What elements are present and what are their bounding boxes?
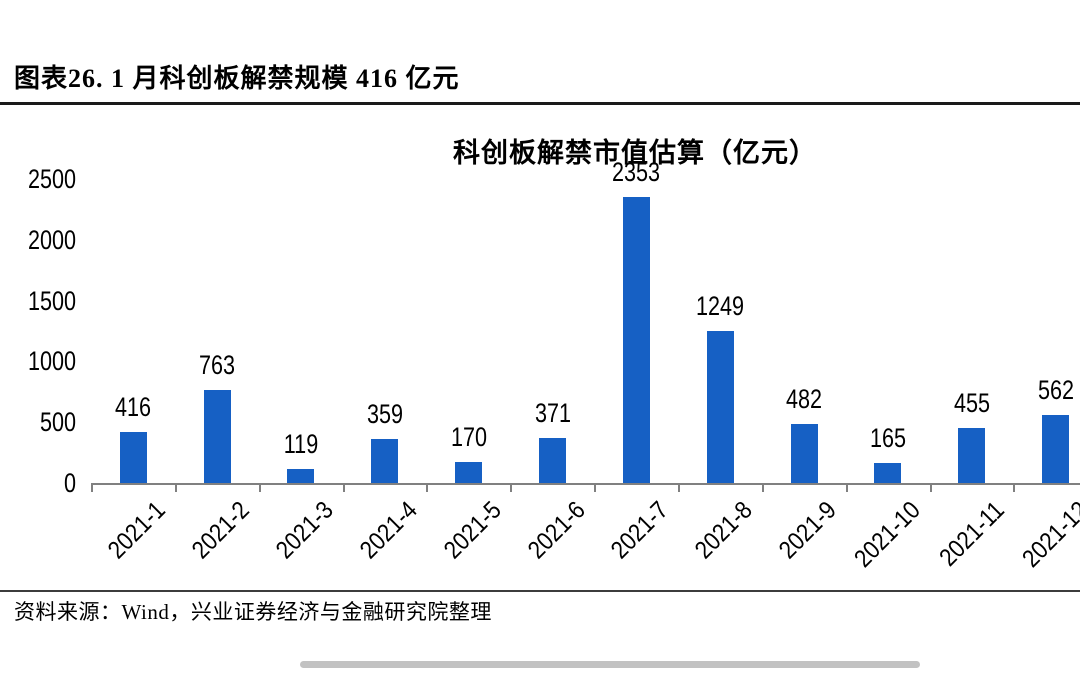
bar-value-label: 2353 (612, 156, 661, 187)
caption-divider (0, 102, 1080, 105)
bar (371, 439, 399, 483)
bar (455, 462, 483, 483)
bar-value-label: 455 (953, 387, 990, 418)
bar-value-label: 119 (283, 428, 319, 459)
y-axis-label: 0 (63, 468, 76, 498)
axis-tick (426, 484, 429, 492)
bar-value-label: 482 (786, 384, 823, 415)
x-axis-label: 2021-11 (933, 496, 1010, 572)
x-axis-line (91, 483, 1080, 485)
horizontal-scrollbar-thumb[interactable] (300, 661, 920, 668)
x-axis-label: 2021-12 (1016, 496, 1080, 573)
bar-value-label: 1249 (696, 291, 745, 322)
y-axis-label: 2000 (27, 224, 76, 255)
x-axis-label: 2021-10 (848, 496, 926, 573)
x-axis-label: 2021-9 (773, 496, 842, 565)
bar (790, 424, 818, 483)
axis-tick (1013, 484, 1016, 492)
x-axis-label: 2021-3 (270, 496, 339, 565)
bar (287, 468, 315, 483)
x-axis-label: 2021-8 (689, 496, 759, 565)
y-axis-label: 2500 (27, 164, 76, 194)
bar (203, 390, 231, 483)
y-axis-label: 1500 (27, 285, 76, 316)
bar-chart: 科创板解禁市值估算（亿元） 0 500 1000 1500 2000 2500 416 202… (0, 110, 1080, 590)
axis-tick (91, 484, 93, 492)
axis-tick (929, 484, 932, 492)
bar-value-label: 170 (450, 422, 487, 453)
bar (539, 437, 566, 483)
axis-tick (761, 484, 764, 492)
x-axis-label: 2021-1 (102, 496, 171, 565)
y-axis-label: 500 (39, 407, 76, 438)
axis-tick (594, 484, 597, 492)
axis-tick (174, 484, 177, 492)
x-axis-label: 2021-7 (605, 496, 675, 565)
source-divider (0, 590, 1080, 592)
bar-value-label: 359 (366, 399, 403, 430)
chart-title: 科创板解禁市值估算（亿元） (453, 138, 817, 168)
bar (706, 331, 734, 483)
bar (958, 427, 986, 483)
x-axis-label: 2021-6 (522, 496, 591, 565)
bar (119, 432, 147, 483)
y-axis-label: 1000 (27, 346, 76, 377)
source-note: 资料来源：Wind，兴业证券经济与金融研究院整理 (14, 600, 492, 624)
bar (622, 196, 650, 483)
bar-value-label: 165 (869, 422, 906, 453)
axis-tick (845, 484, 848, 492)
figure-caption: 图表26. 1 月科创板解禁规模 416 亿元 (14, 64, 460, 93)
bar-value-label: 562 (1037, 374, 1074, 405)
axis-tick (258, 484, 261, 492)
bar (874, 462, 902, 483)
axis-tick (342, 484, 345, 492)
bar-value-label: 416 (115, 392, 152, 423)
axis-tick (510, 484, 513, 492)
x-axis-label: 2021-2 (186, 496, 255, 565)
x-axis-label: 2021-5 (438, 496, 507, 565)
bar (1042, 414, 1070, 483)
bar-value-label: 371 (534, 397, 571, 428)
axis-tick (678, 484, 681, 492)
bar-value-label: 763 (199, 350, 236, 381)
x-axis-label: 2021-4 (354, 496, 423, 565)
